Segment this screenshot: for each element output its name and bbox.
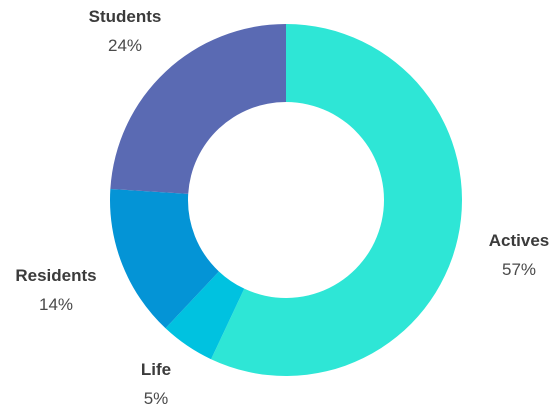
label-life-value: 5% (144, 389, 169, 408)
label-students: Students 24% (89, 7, 162, 55)
slice-actives (211, 24, 462, 376)
label-students-value: 24% (108, 36, 142, 55)
label-actives: Actives 57% (489, 231, 549, 279)
label-actives-name: Actives (489, 231, 549, 250)
label-students-name: Students (89, 7, 162, 26)
donut-slices (109, 24, 462, 376)
label-actives-value: 57% (502, 260, 536, 279)
label-life-name: Life (141, 360, 171, 379)
slice-students (110, 24, 287, 194)
label-residents-name: Residents (15, 266, 96, 285)
label-residents: Residents 14% (15, 266, 96, 314)
label-residents-value: 14% (39, 295, 73, 314)
label-life: Life 5% (141, 360, 171, 408)
slice-residents (109, 188, 219, 329)
slice-life (165, 271, 245, 360)
